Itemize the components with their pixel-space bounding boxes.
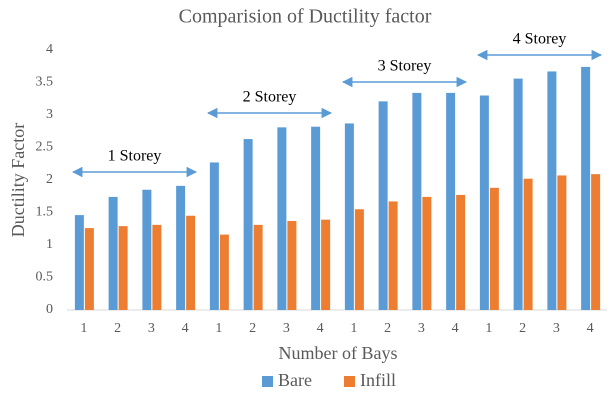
bar: [344, 123, 354, 310]
y-tick-label: 1: [46, 237, 53, 252]
x-tick-label: 4: [182, 321, 189, 336]
bar: [209, 162, 219, 310]
bar: [412, 92, 422, 311]
x-tick-label: 1: [80, 321, 87, 336]
annotation: 4 Storey: [513, 31, 567, 48]
bar: [186, 215, 196, 310]
legend-label: Infill: [360, 370, 396, 390]
y-tick-label: 0: [46, 302, 53, 317]
bar: [243, 139, 253, 310]
bar: [456, 194, 466, 310]
y-axis-label: Ductility Factor: [8, 123, 28, 237]
y-tick-label: 2.5: [36, 140, 54, 155]
bar: [513, 78, 523, 310]
x-tick-label: 2: [384, 321, 391, 336]
x-tick-label: 4: [452, 321, 459, 336]
legend-label: Bare: [278, 370, 312, 390]
x-tick-label: 4: [587, 321, 594, 336]
x-tick-label: 3: [283, 321, 290, 336]
x-axis-label: Number of Bays: [279, 343, 398, 363]
bar: [557, 175, 567, 310]
bar: [489, 187, 499, 310]
x-tick-label: 3: [553, 321, 560, 336]
bar: [142, 189, 152, 310]
chart-title: Comparision of Ductility factor: [179, 6, 432, 28]
x-tick-label: 2: [249, 321, 256, 336]
bar: [422, 196, 432, 310]
bar: [581, 66, 591, 311]
bar: [591, 174, 601, 310]
bar: [321, 219, 331, 310]
bar: [152, 224, 162, 310]
bar: [84, 228, 94, 310]
x-tick-label: 3: [148, 321, 155, 336]
x-tick-label: 4: [317, 321, 324, 336]
bar: [378, 101, 388, 310]
bar: [118, 226, 128, 310]
bar: [446, 92, 456, 311]
bar: [311, 126, 321, 310]
bar: [74, 215, 84, 310]
annotation: 2 Storey: [243, 89, 297, 106]
bar: [176, 185, 186, 310]
bar: [388, 201, 398, 310]
y-tick-label: 4: [46, 42, 53, 57]
y-tick-label: 3.5: [36, 75, 54, 90]
x-tick-label: 2: [114, 321, 121, 336]
y-tick-label: 3: [46, 107, 53, 122]
x-tick-label: 3: [418, 321, 425, 336]
bar: [547, 71, 557, 310]
y-tick-label: 2: [46, 172, 53, 187]
x-tick-label: 2: [519, 321, 526, 336]
x-tick-label: 1: [485, 321, 492, 336]
annotation: 1 Storey: [108, 148, 162, 165]
legend-swatch: [262, 376, 273, 387]
bar: [108, 196, 118, 310]
x-tick-label: 1: [350, 321, 357, 336]
bar: [287, 220, 297, 310]
bar: [523, 178, 533, 310]
x-tick-label: 1: [215, 321, 222, 336]
y-tick-label: 1.5: [36, 205, 54, 220]
legend-swatch: [344, 376, 355, 387]
bar: [479, 95, 489, 310]
y-tick-label: 0.5: [36, 270, 54, 285]
bar: [277, 127, 287, 310]
bar: [219, 234, 229, 310]
bar: [354, 209, 364, 310]
bar: [253, 224, 263, 310]
annotation: 3 Storey: [378, 58, 432, 75]
